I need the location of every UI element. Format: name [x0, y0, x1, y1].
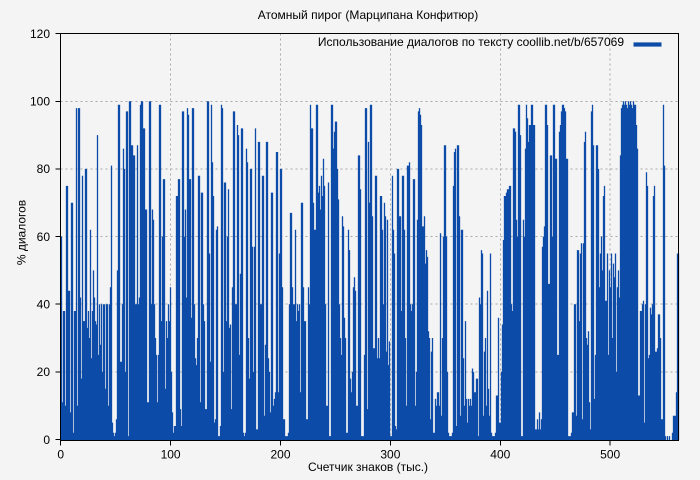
svg-text:20: 20 — [37, 365, 51, 379]
svg-text:100: 100 — [161, 448, 181, 462]
svg-text:80: 80 — [37, 162, 51, 176]
svg-text:300: 300 — [380, 448, 400, 462]
svg-text:0: 0 — [57, 448, 64, 462]
svg-text:400: 400 — [490, 448, 510, 462]
svg-text:0: 0 — [43, 433, 50, 447]
svg-text:Атомный пирог (Марципана Конфи: Атомный пирог (Марципана Конфитюр) — [258, 8, 478, 22]
svg-text:200: 200 — [270, 448, 290, 462]
svg-text:60: 60 — [37, 230, 51, 244]
svg-text:40: 40 — [37, 298, 51, 312]
svg-text:100: 100 — [30, 95, 50, 109]
svg-text:Использование диалогов по текс: Использование диалогов по тексту coollib… — [318, 35, 624, 49]
svg-text:120: 120 — [30, 27, 50, 41]
svg-text:Счетчик знаков (тыс.): Счетчик знаков (тыс.) — [308, 460, 428, 474]
svg-text:500: 500 — [600, 448, 620, 462]
svg-text:% диалогов: % диалогов — [15, 200, 29, 265]
